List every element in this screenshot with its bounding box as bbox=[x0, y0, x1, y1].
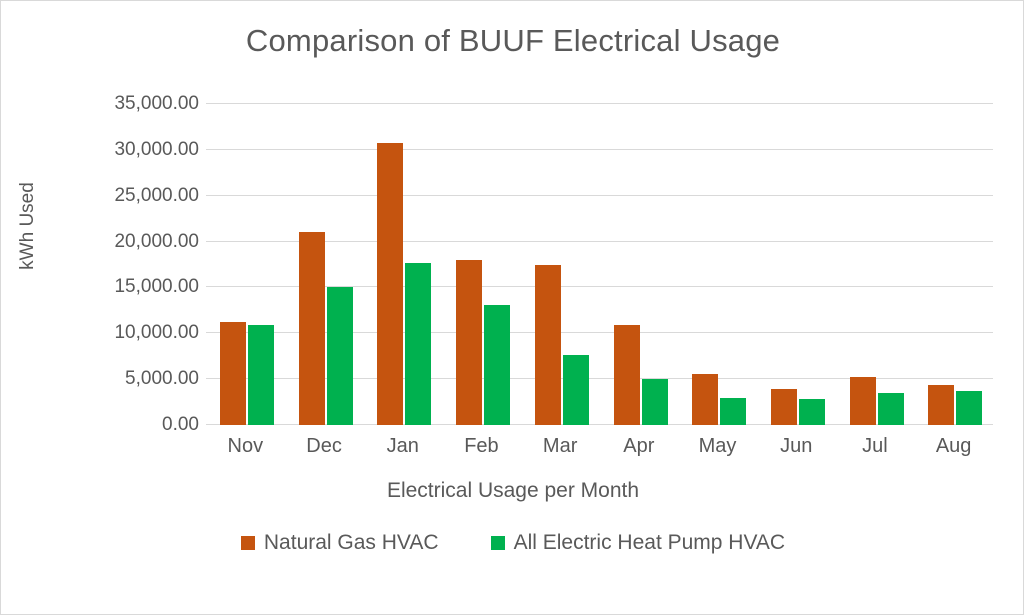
bar-group bbox=[442, 104, 521, 425]
bar[interactable] bbox=[798, 399, 825, 425]
chart-title: Comparison of BUUF Electrical Usage bbox=[245, 23, 781, 58]
gridline bbox=[206, 332, 993, 334]
bar-group bbox=[600, 104, 679, 425]
bar[interactable] bbox=[849, 376, 876, 425]
bar-group bbox=[521, 104, 600, 425]
x-axis-tick-label: Dec bbox=[306, 435, 342, 457]
bar-group bbox=[678, 104, 757, 425]
gridline bbox=[206, 103, 993, 104]
y-axis-tick-label: 20,000.00 bbox=[114, 230, 199, 252]
gridline bbox=[206, 424, 993, 425]
y-axis-tick-label: 25,000.00 bbox=[114, 184, 199, 206]
bar[interactable] bbox=[326, 287, 353, 425]
gridline bbox=[206, 378, 993, 380]
bar[interactable] bbox=[877, 392, 904, 425]
legend-label: All Electric Heat Pump HVAC bbox=[513, 531, 786, 554]
y-axis-tick-labels: 0.00 5,000.00 10,000.00 15,000.00 20,000.00 2… bbox=[61, 93, 199, 435]
plot-area bbox=[206, 103, 993, 425]
bar-group bbox=[363, 104, 442, 425]
bar-group bbox=[757, 104, 836, 425]
legend-item[interactable]: Natural Gas HVAC bbox=[240, 531, 439, 555]
legend-swatch-icon bbox=[490, 536, 505, 550]
bar[interactable] bbox=[405, 263, 432, 425]
chart-legend: Natural Gas HVAC All Electric Heat Pump H… bbox=[1, 531, 1023, 555]
bar-group bbox=[836, 104, 915, 425]
y-axis-tick-label: 30,000.00 bbox=[114, 138, 199, 160]
x-axis-tick-label: Apr bbox=[623, 435, 655, 457]
bar-group bbox=[914, 104, 993, 425]
gridline bbox=[206, 286, 993, 288]
bar[interactable] bbox=[956, 391, 983, 425]
y-axis-tick-label: 35,000.00 bbox=[114, 93, 199, 114]
x-axis-tick-label: Jan bbox=[386, 435, 419, 457]
gridline bbox=[206, 240, 993, 242]
gridline bbox=[206, 148, 993, 150]
bar[interactable] bbox=[928, 385, 955, 425]
x-axis-tick-label: Aug bbox=[935, 435, 972, 457]
bar[interactable] bbox=[298, 232, 325, 425]
x-axis-tick-label: Feb bbox=[464, 435, 499, 457]
bar[interactable] bbox=[534, 264, 561, 425]
legend-label: Natural Gas HVAC bbox=[263, 531, 439, 554]
x-axis-tick-label: Mar bbox=[542, 435, 578, 457]
bar-group bbox=[285, 104, 364, 425]
x-axis-tick-label: May bbox=[698, 435, 737, 457]
bar[interactable] bbox=[562, 354, 589, 425]
bar-group bbox=[206, 104, 285, 425]
bar[interactable] bbox=[248, 325, 274, 425]
bars-layer bbox=[206, 104, 993, 425]
x-axis-title: Electrical Usage per Month bbox=[386, 479, 640, 502]
bar[interactable] bbox=[613, 324, 640, 425]
bar[interactable] bbox=[220, 322, 246, 425]
bar[interactable] bbox=[770, 388, 797, 425]
bar[interactable] bbox=[484, 305, 511, 425]
bar[interactable] bbox=[641, 378, 668, 425]
bar[interactable] bbox=[692, 373, 719, 425]
bar[interactable] bbox=[456, 260, 483, 425]
x-axis-tick-label: Jul bbox=[862, 435, 888, 457]
x-axis-tick-labels: Nov Dec Jan Feb Mar Apr May Jun Jul Aug bbox=[206, 435, 993, 465]
y-axis-tick-label: 15,000.00 bbox=[114, 276, 199, 298]
x-axis-tick-label: Nov bbox=[227, 435, 264, 457]
y-axis-title: kWh Used bbox=[17, 182, 38, 270]
y-axis-tick-label: 5,000.00 bbox=[125, 368, 199, 390]
y-axis-tick-label: 0.00 bbox=[162, 414, 199, 435]
y-axis-tick-label: 10,000.00 bbox=[114, 322, 199, 344]
bar[interactable] bbox=[377, 142, 404, 425]
legend-item[interactable]: All Electric Heat Pump HVAC bbox=[490, 531, 786, 555]
gridline bbox=[206, 194, 993, 196]
legend-swatch-icon bbox=[240, 536, 255, 550]
x-axis-tick-label: Jun bbox=[780, 435, 813, 457]
bar[interactable] bbox=[720, 397, 747, 425]
